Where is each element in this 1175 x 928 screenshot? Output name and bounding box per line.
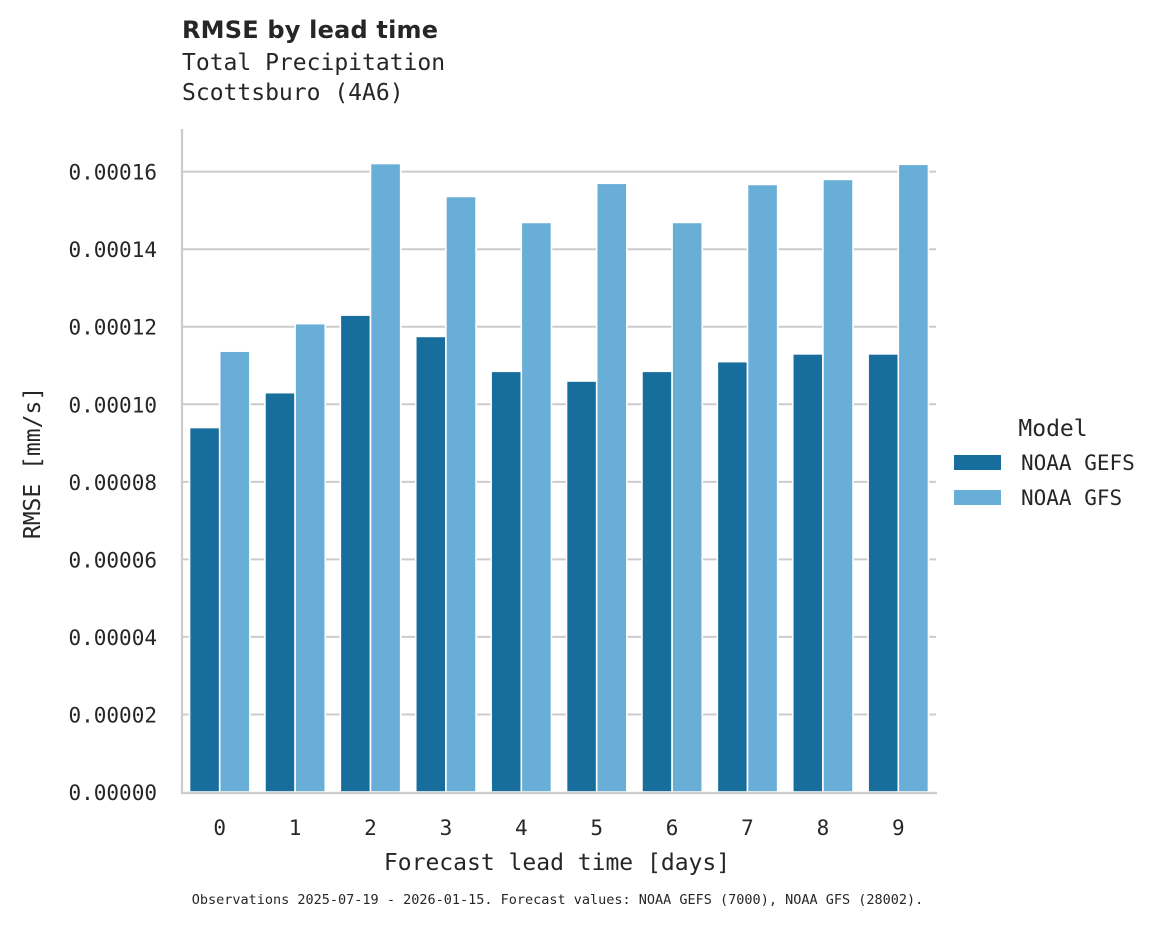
chart-subtitle-station: Scottsburo (4A6) (182, 80, 404, 106)
bar-noaa-gfs-lead-4 (520, 221, 553, 793)
bar-noaa-gefs-lead-6 (641, 370, 673, 793)
y-tick-label: 0.00004 (68, 626, 157, 650)
x-tick-label: 0 (213, 816, 226, 840)
y-tick-label: 0.00010 (68, 393, 157, 417)
footer-note: Observations 2025-07-19 - 2026-01-15. Fo… (191, 892, 924, 908)
bar-noaa-gefs-lead-2 (339, 314, 372, 793)
chart-subtitle-variable: Total Precipitation (182, 50, 446, 76)
bar-noaa-gefs-lead-0 (188, 426, 221, 793)
bar-noaa-gfs-lead-0 (218, 350, 251, 793)
legend-label: NOAA GFS (1021, 486, 1122, 510)
bar-noaa-gfs-lead-6 (671, 221, 704, 793)
x-tick-labels: 0 1 2 3 4 5 6 7 8 9 (213, 816, 904, 840)
bar-noaa-gefs-lead-1 (264, 391, 296, 793)
legend-label: NOAA GEFS (1021, 451, 1135, 475)
axes (180, 129, 937, 795)
bar-noaa-gfs-lead-9 (897, 163, 930, 793)
x-tick-label: 7 (741, 816, 754, 840)
y-tick-label: 0.00008 (68, 471, 157, 495)
bar-noaa-gfs-lead-7 (746, 183, 779, 793)
bar-noaa-gfs-lead-1 (294, 322, 327, 793)
bar-noaa-gefs-lead-3 (414, 335, 447, 793)
x-tick-label: 6 (666, 816, 679, 840)
legend: Model NOAA GEFS NOAA GFS (954, 416, 1135, 510)
bar-noaa-gefs-lead-7 (716, 360, 749, 793)
bar-noaa-gefs-lead-8 (791, 353, 824, 793)
legend-swatch-noaa-gefs (954, 455, 1001, 470)
x-tick-label: 2 (364, 816, 377, 840)
bar-noaa-gefs-lead-9 (867, 353, 900, 793)
legend-title: Model (1018, 416, 1087, 442)
bar-noaa-gfs-lead-3 (445, 195, 477, 793)
x-axis-label: Forecast lead time [days] (384, 850, 730, 876)
bar-noaa-gefs-lead-5 (565, 380, 598, 793)
y-axis-label: RMSE [mm/s] (20, 387, 46, 539)
x-tick-label: 3 (440, 816, 453, 840)
x-tick-label: 9 (892, 816, 905, 840)
bars (188, 162, 930, 793)
bar-noaa-gefs-lead-4 (490, 370, 523, 793)
bar-noaa-gfs-lead-2 (369, 162, 402, 793)
bar-noaa-gfs-lead-5 (595, 182, 628, 793)
y-tick-label: 0.00016 (68, 161, 157, 185)
bar-noaa-gfs-lead-8 (822, 178, 854, 793)
y-tick-label: 0.00006 (68, 548, 157, 572)
chart-title: RMSE by lead time (182, 16, 439, 44)
y-tick-label: 0.00014 (68, 238, 157, 262)
x-tick-label: 1 (289, 816, 302, 840)
x-tick-label: 5 (590, 816, 603, 840)
y-tick-label: 0.00012 (68, 316, 157, 340)
legend-swatch-noaa-gfs (954, 490, 1001, 505)
y-tick-labels: 0.00000 0.00002 0.00004 0.00006 0.00008 0.000… (68, 161, 157, 805)
y-tick-label: 0.00002 (68, 703, 157, 727)
x-tick-label: 8 (817, 816, 830, 840)
y-tick-label: 0.00000 (68, 781, 157, 805)
x-tick-label: 4 (515, 816, 528, 840)
